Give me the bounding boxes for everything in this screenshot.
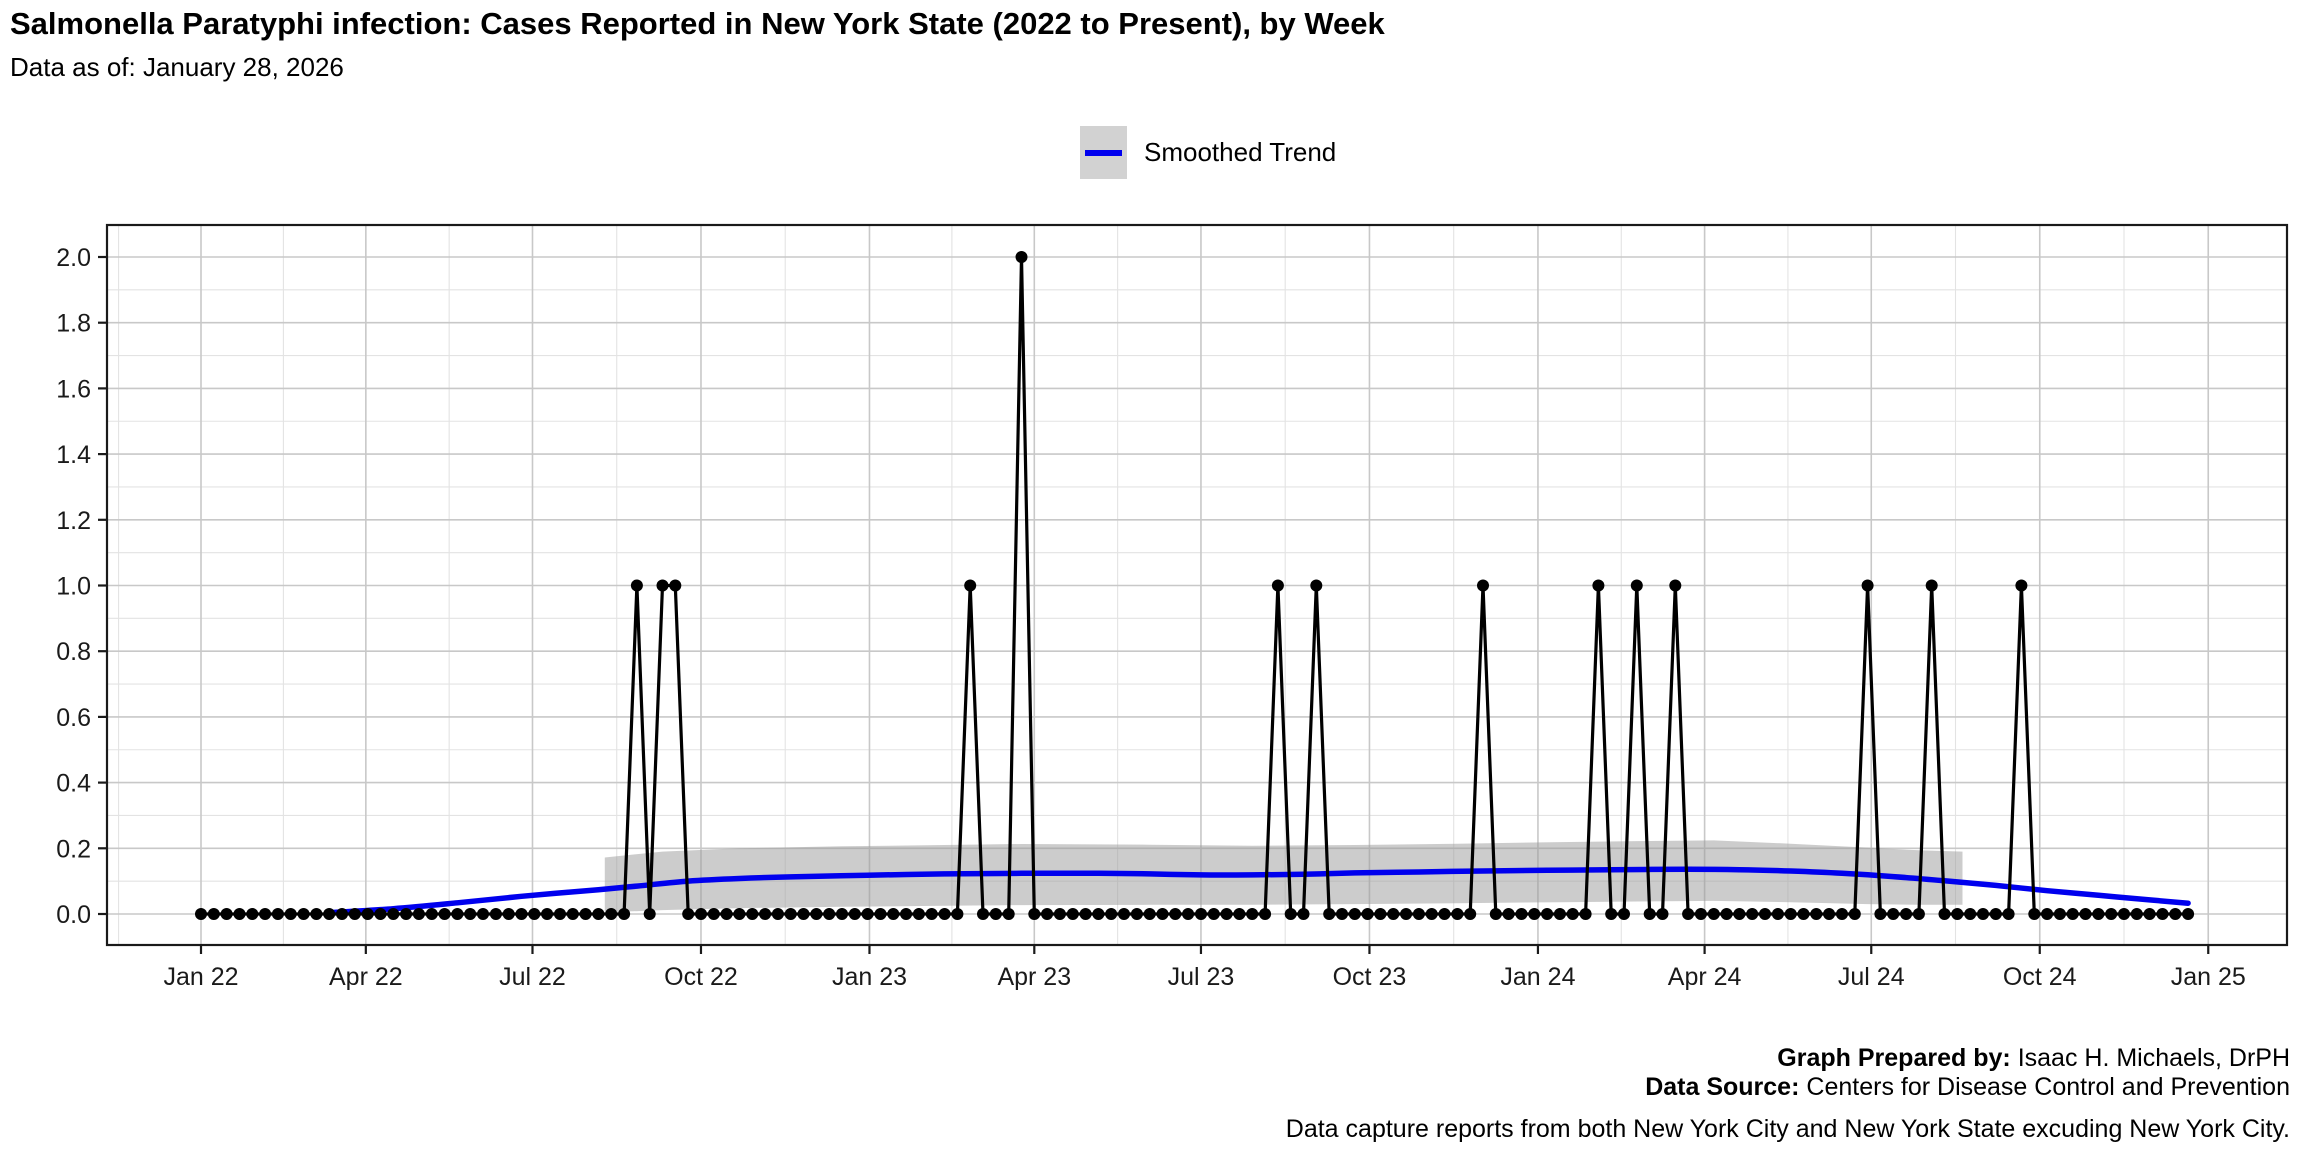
footer-data-source: Data Source: Centers for Disease Control … bbox=[1286, 1073, 2290, 1102]
svg-text:1.6: 1.6 bbox=[56, 375, 91, 403]
svg-text:Jan 24: Jan 24 bbox=[1500, 963, 1575, 991]
page-subtitle: Data as of: January 28, 2026 bbox=[10, 52, 344, 82]
prepared-by-value: Isaac H. Michaels, DrPH bbox=[2017, 1044, 2290, 1072]
svg-text:2.0: 2.0 bbox=[56, 244, 91, 272]
axis-ticks bbox=[98, 255, 2210, 954]
weekly-cases-points bbox=[195, 251, 2195, 920]
y-axis-labels: 0.0 0.2 0.4 0.6 0.8 1.0 1.2 1.4 1.6 1.8 2.0 bbox=[56, 244, 91, 929]
footer-note: Data capture reports from both New York … bbox=[1285, 1115, 2290, 1143]
svg-text:1.4: 1.4 bbox=[56, 441, 91, 469]
gridlines-major bbox=[107, 225, 2287, 945]
svg-text:Apr 24: Apr 24 bbox=[1668, 963, 1742, 991]
svg-text:Jul 22: Jul 22 bbox=[499, 963, 566, 991]
svg-text:Oct 24: Oct 24 bbox=[2003, 963, 2077, 991]
svg-text:0.0: 0.0 bbox=[56, 901, 91, 929]
svg-text:Apr 22: Apr 22 bbox=[329, 963, 403, 991]
prepared-by-label: Graph Prepared by: bbox=[1777, 1044, 2011, 1072]
page-title: Salmonella Paratyphi infection: Cases Re… bbox=[10, 6, 1385, 41]
svg-text:Jan 23: Jan 23 bbox=[832, 963, 907, 991]
x-axis-labels: Jan 22 Apr 22 Jul 22 Oct 22 Jan 23 Apr 23 Jul … bbox=[163, 963, 2245, 991]
legend: Smoothed Trend bbox=[1080, 126, 1336, 179]
svg-text:Jan 25: Jan 25 bbox=[2171, 963, 2246, 991]
svg-text:0.2: 0.2 bbox=[56, 835, 91, 863]
svg-text:0.6: 0.6 bbox=[56, 704, 91, 732]
svg-text:1.0: 1.0 bbox=[56, 573, 91, 601]
svg-text:Jul 23: Jul 23 bbox=[1168, 963, 1235, 991]
footer-prepared-by: Graph Prepared by: Isaac H. Michaels, DrP… bbox=[1286, 1044, 2290, 1073]
data-source-value: Centers for Disease Control and Preventi… bbox=[1806, 1073, 2290, 1101]
svg-text:Jul 24: Jul 24 bbox=[1838, 963, 1905, 991]
svg-text:1.8: 1.8 bbox=[56, 310, 91, 338]
svg-text:0.8: 0.8 bbox=[56, 638, 91, 666]
data-source-label: Data Source: bbox=[1645, 1073, 1800, 1101]
smoothed-trend-line bbox=[326, 866, 2191, 916]
svg-text:0.4: 0.4 bbox=[56, 770, 91, 798]
svg-text:Jan 22: Jan 22 bbox=[163, 963, 238, 991]
svg-text:Apr 23: Apr 23 bbox=[997, 963, 1071, 991]
svg-text:1.2: 1.2 bbox=[56, 507, 91, 535]
svg-text:Oct 23: Oct 23 bbox=[1333, 963, 1407, 991]
svg-text:Oct 22: Oct 22 bbox=[664, 963, 738, 991]
footer: Graph Prepared by: Isaac H. Michaels, DrP… bbox=[1286, 1044, 2290, 1144]
legend-key-swatch bbox=[1080, 126, 1127, 179]
trend-line-icon bbox=[1085, 149, 1122, 156]
legend-label: Smoothed Trend bbox=[1144, 137, 1337, 167]
